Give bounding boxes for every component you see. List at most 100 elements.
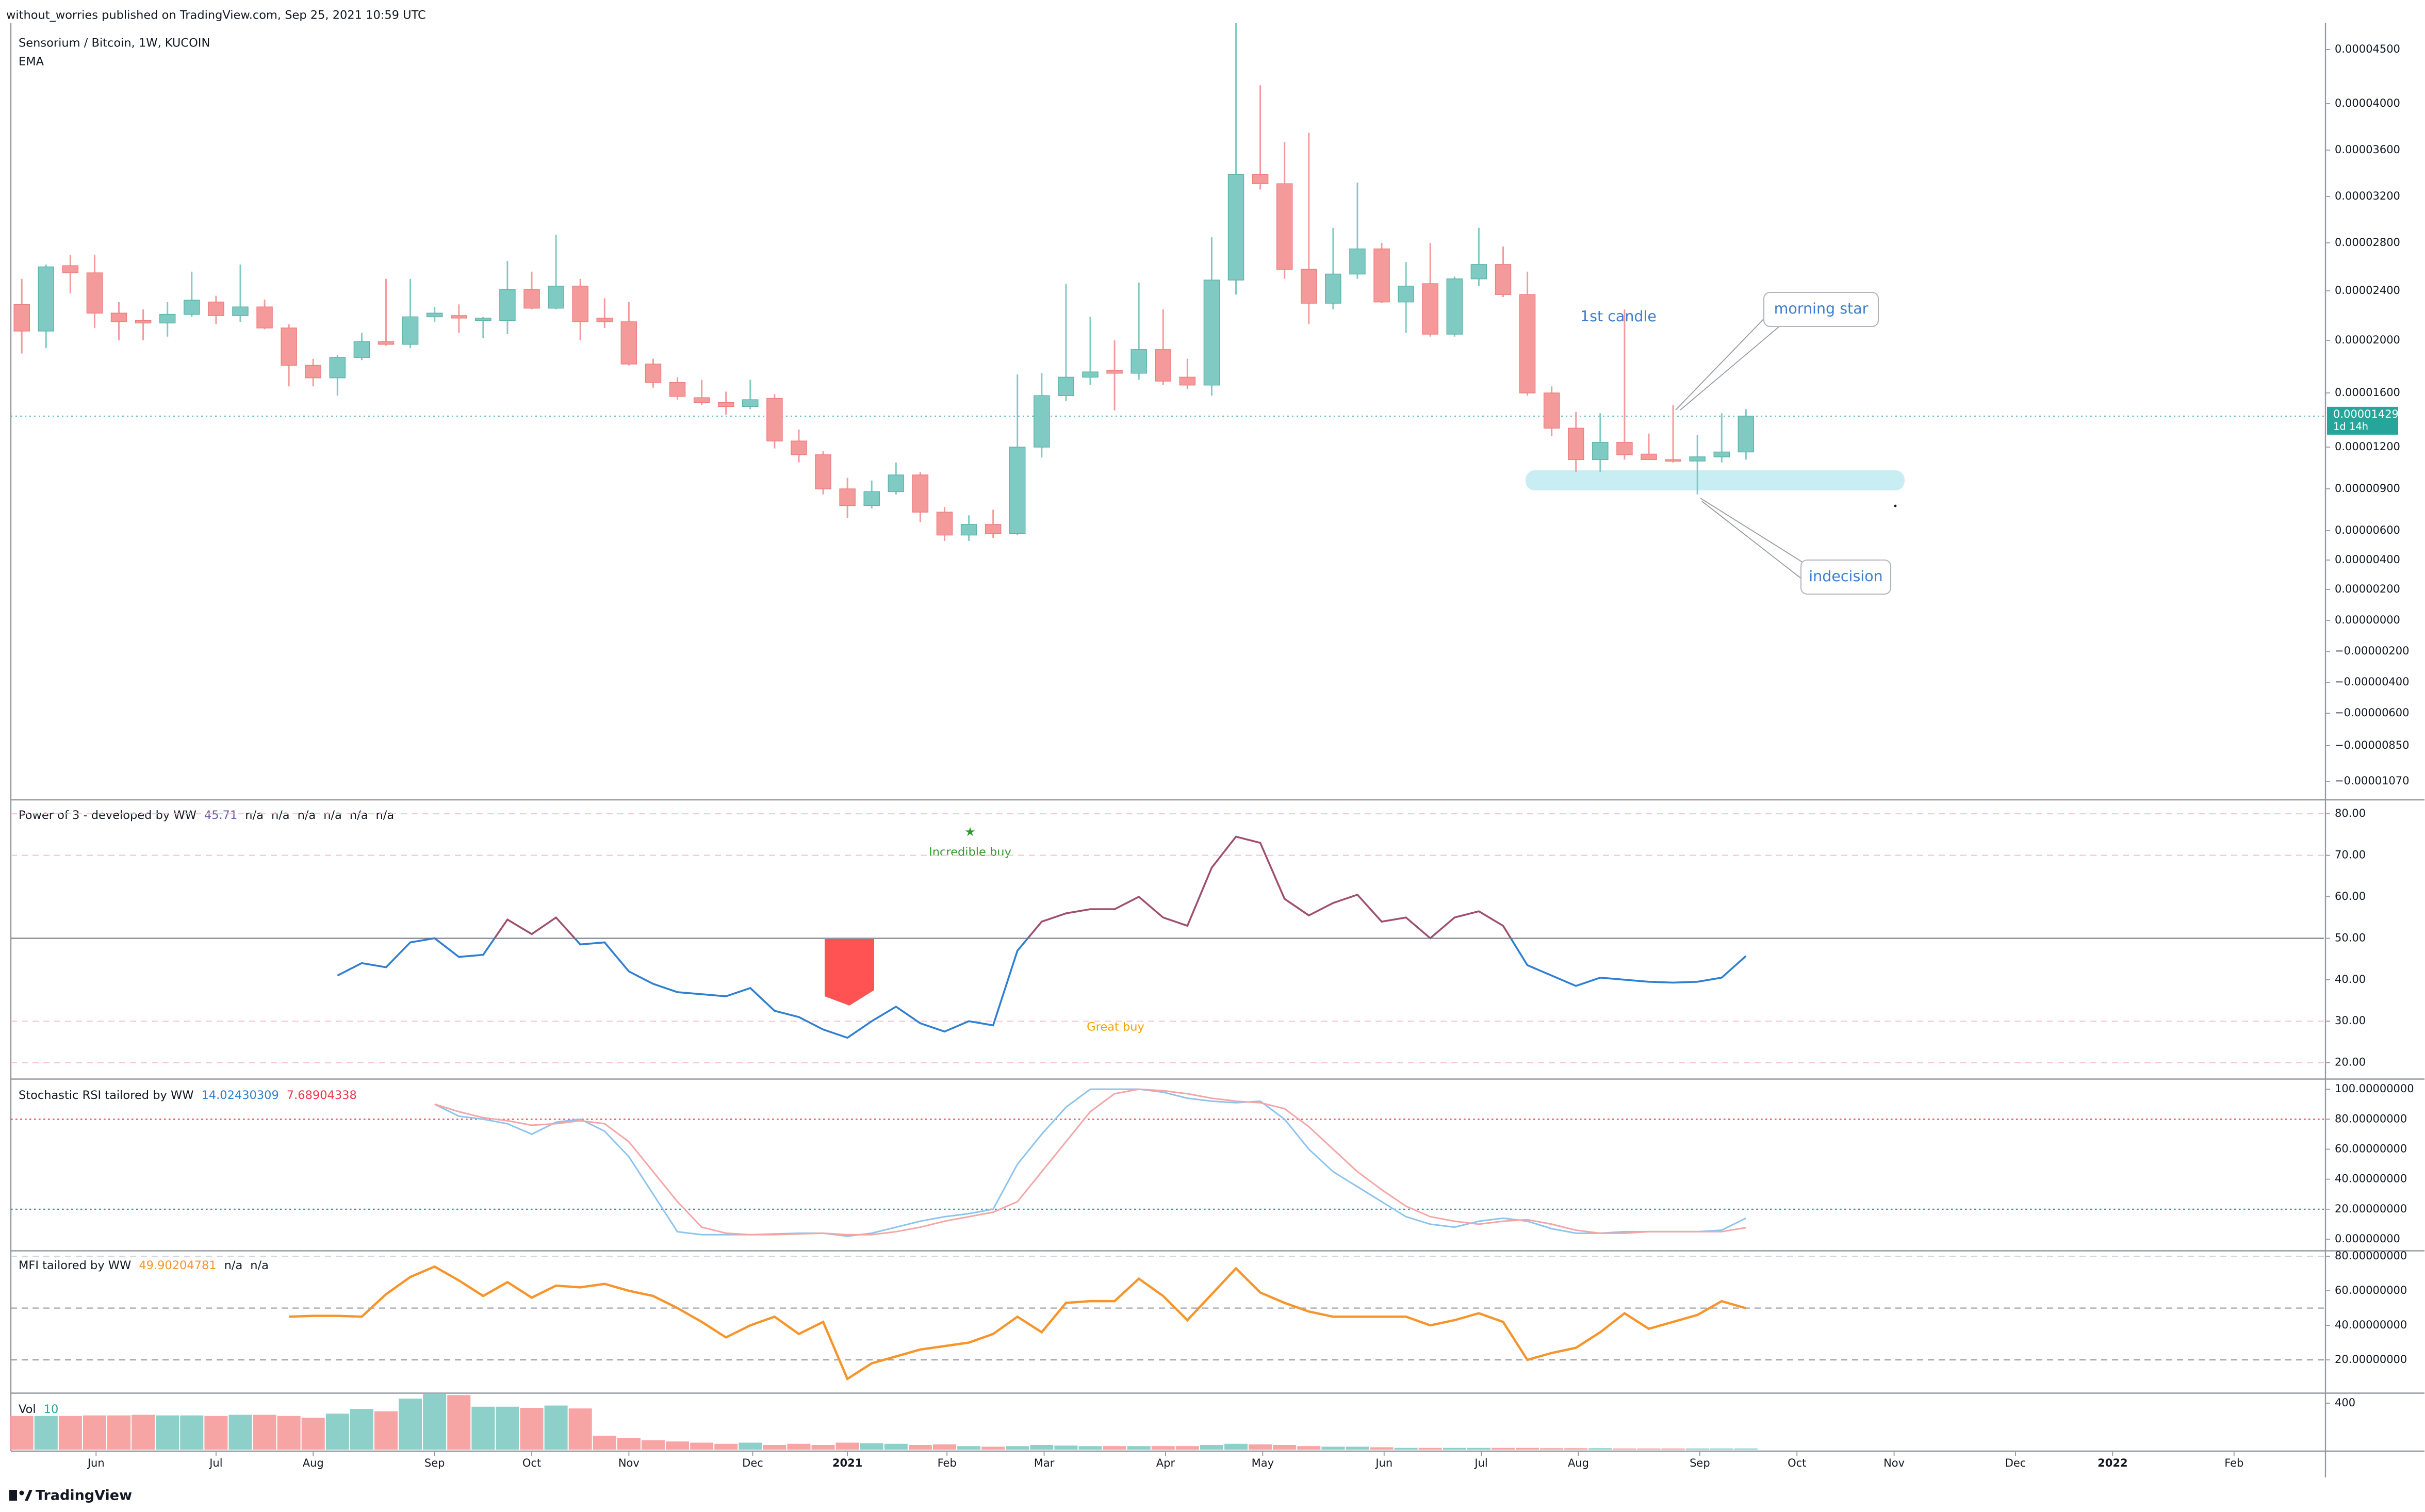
candle-body [645, 364, 662, 383]
volume-bar [763, 1445, 787, 1450]
y-tick-label: −0.00000400 [2335, 676, 2410, 688]
readout: n/a [376, 809, 395, 822]
volume-bar [301, 1418, 325, 1450]
callout-box [1800, 559, 1892, 595]
volume-bar [690, 1442, 714, 1450]
volume-bar [1273, 1445, 1297, 1450]
candle-body [1689, 456, 1706, 462]
volume-bar [617, 1438, 641, 1450]
candle-body [1009, 447, 1026, 534]
volume-bar [228, 1415, 252, 1450]
volume-bar [1030, 1445, 1054, 1450]
candle-body [1179, 376, 1196, 386]
readout: n/a [250, 1259, 269, 1272]
candle-body [232, 306, 249, 316]
pane-borders [10, 23, 2425, 1478]
countdown: 1d 14h [2333, 420, 2368, 432]
volume-bar [1516, 1448, 1539, 1450]
readout: 10 [44, 1403, 59, 1416]
x-tick-label: Nov [1883, 1457, 1905, 1469]
price-label-box [2327, 406, 2399, 435]
x-tick-label: Apr [1156, 1457, 1175, 1469]
volume-bar [1006, 1446, 1029, 1450]
x-tick-label: May [1252, 1457, 1274, 1469]
indicator-title: MFI tailored by WW [19, 1259, 131, 1272]
volume-bar [1103, 1446, 1126, 1450]
volume-bar [1734, 1448, 1758, 1450]
logo: TradingView [9, 1488, 132, 1504]
volume-bar [1637, 1448, 1661, 1450]
candle-body [1155, 349, 1172, 382]
volume-bar [253, 1415, 276, 1450]
candle-body [1519, 294, 1536, 393]
candle-body [1082, 371, 1099, 378]
y-tick-label: 0.00000000 [2335, 614, 2400, 626]
x-tick-label: Jun [87, 1457, 105, 1469]
y-tick-label: 20.00000000 [2335, 1203, 2407, 1215]
x-tick-label: Oct [1788, 1457, 1806, 1469]
volume-bar [981, 1447, 1005, 1450]
volume-bar [156, 1415, 179, 1450]
annotation: 1st candle [1580, 308, 1657, 325]
y-tick-label: 0.00000000 [2335, 1232, 2400, 1245]
indicator-label: EMA [19, 55, 44, 69]
y-tick-label: 0.00004000 [2335, 97, 2400, 109]
y-tick-label: 0.00003200 [2335, 190, 2400, 202]
candle-body [402, 316, 419, 345]
readout: 45.71 [204, 809, 237, 822]
y-tick-label: 20.00000000 [2335, 1353, 2407, 1366]
candle-body [669, 382, 686, 397]
volume-bar [884, 1443, 908, 1450]
volume-bar [1443, 1448, 1466, 1450]
indicator-line [434, 1088, 1747, 1237]
candle-body [1665, 459, 1681, 462]
volume-bar [1661, 1448, 1685, 1450]
candle-body [184, 300, 200, 315]
x-tick-label: Nov [618, 1457, 640, 1469]
indicator-title: Stochastic RSI tailored by WW [19, 1089, 193, 1102]
y-tick-label: −0.00000600 [2335, 706, 2410, 719]
callout-indecision: indecision [1700, 498, 1892, 595]
y-tick-label: 40.00 [2335, 973, 2366, 985]
candle-body [208, 301, 224, 316]
candle-body [1713, 451, 1730, 457]
volume-bar [1588, 1448, 1612, 1450]
y-tick-label: 0.00000600 [2335, 524, 2400, 536]
candle-body [572, 285, 588, 322]
readout: n/a [298, 809, 316, 822]
y-tick-label: 0.00002000 [2335, 334, 2400, 346]
volume-bar [1321, 1447, 1345, 1450]
volume-bar [277, 1416, 301, 1450]
volume-bar [1467, 1448, 1490, 1450]
volume-bar [350, 1409, 373, 1450]
candle-body [985, 524, 1002, 534]
readout: n/a [323, 809, 342, 822]
y-tick-label: −0.00001070 [2335, 775, 2410, 787]
volume-bar [399, 1399, 422, 1450]
callout-line [1700, 498, 1805, 564]
volume-bar [1370, 1447, 1394, 1450]
volume-bar [1613, 1448, 1636, 1450]
candle-body [86, 272, 103, 314]
volume-bar [1224, 1443, 1248, 1450]
callout-line [1675, 315, 1767, 410]
logo-mark [25, 1490, 33, 1501]
candle-body [1495, 264, 1512, 295]
readout: 49.90204781 [139, 1259, 216, 1272]
readout: 7.68904338 [287, 1089, 357, 1102]
volume-bar [1685, 1448, 1709, 1450]
candle-body [815, 454, 831, 489]
volume-bar [641, 1440, 665, 1450]
candle-body [1422, 283, 1438, 335]
volume-bar [1394, 1448, 1418, 1450]
publisher: without_worries published on TradingView… [6, 9, 426, 22]
volume-bar [34, 1416, 58, 1450]
candle-body [378, 341, 395, 345]
volume-bar [544, 1405, 568, 1450]
y-tick-label: 60.00 [2335, 890, 2366, 902]
y-tick-label: 0.00002400 [2335, 284, 2400, 297]
y-tick-label: 60.00000000 [2335, 1142, 2407, 1155]
candle-body [1738, 416, 1755, 453]
candle-body [1446, 278, 1463, 335]
